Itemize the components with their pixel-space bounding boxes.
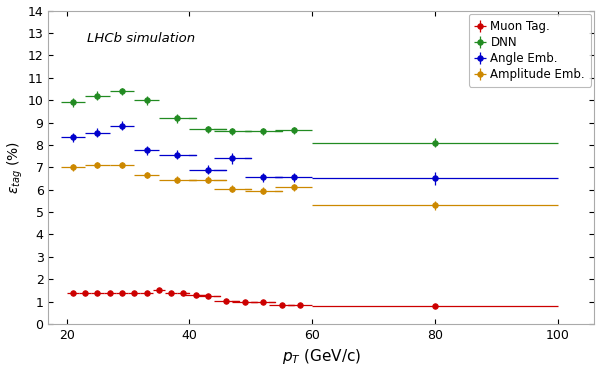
Y-axis label: $\epsilon_{tag}$ (%): $\epsilon_{tag}$ (%) [5, 141, 25, 194]
Legend: Muon Tag., DNN, Angle Emb., Amplitude Emb.: Muon Tag., DNN, Angle Emb., Amplitude Em… [469, 14, 591, 87]
Text: LHCb simulation: LHCb simulation [86, 32, 195, 45]
X-axis label: $p_T$ (GeV/c): $p_T$ (GeV/c) [282, 347, 361, 366]
